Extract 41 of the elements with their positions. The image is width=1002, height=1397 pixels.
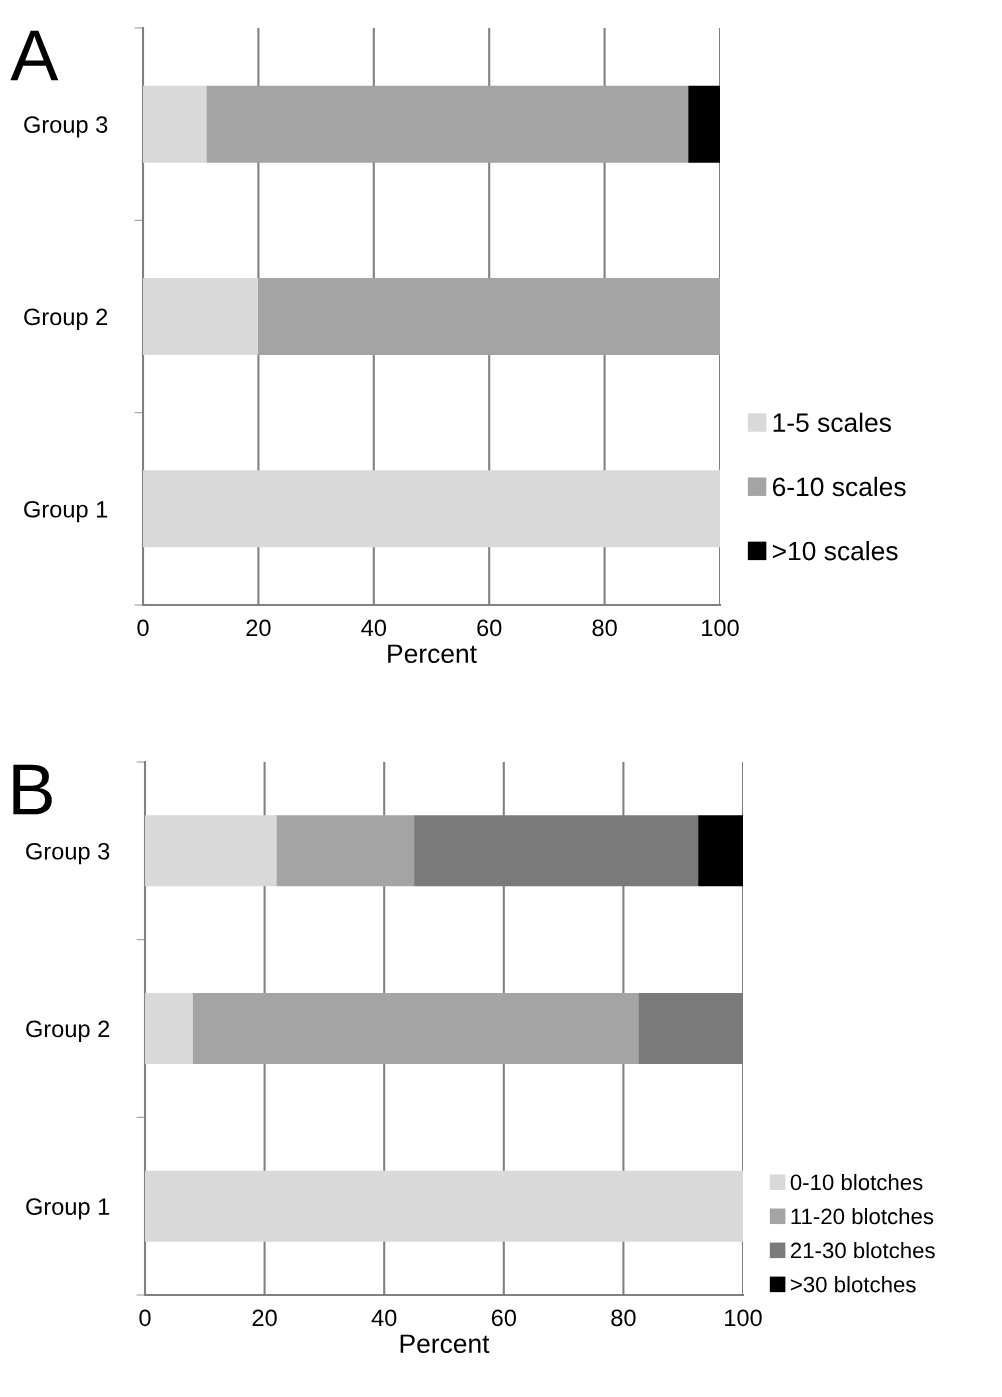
x-axis-title: Percent [388, 644, 477, 664]
y-tick-label: Group 3 [26, 842, 110, 865]
x-tick-label: 80 [592, 619, 617, 637]
legend-label: >30 blotches [790, 1276, 916, 1293]
x-tick-label: 60 [477, 619, 502, 637]
bar [145, 992, 193, 1065]
x-tick-label: 80 [611, 1309, 636, 1327]
bar [206, 85, 689, 163]
bar [258, 278, 720, 355]
legend-label: >10 scales [772, 540, 898, 561]
y-tick-label: Group 2 [26, 1020, 110, 1042]
chart-title: B [13, 764, 52, 815]
x-tick-label: 0 [137, 619, 149, 637]
x-tick-label: 60 [491, 1309, 517, 1327]
x-axis-title: Percent [400, 1334, 490, 1354]
x-tick-label: 20 [252, 1309, 277, 1327]
x-tick-label: 40 [371, 1309, 397, 1327]
chart-title: A [10, 30, 59, 81]
legend-label: 21-30 blotches [790, 1242, 935, 1259]
x-tick-label: 0 [139, 1309, 151, 1327]
bar [688, 85, 720, 163]
bar [143, 278, 259, 355]
x-tick-label: 20 [246, 619, 271, 637]
y-tick-label: Group 3 [24, 116, 108, 138]
y-tick-label: Group 1 [26, 1198, 110, 1220]
x-tick-label: 40 [361, 619, 387, 637]
y-tick-label: Group 2 [24, 308, 108, 330]
x-tick-label: 100 [702, 619, 739, 637]
legend-label: 1-5 scales [773, 412, 891, 433]
bar [143, 85, 207, 163]
bar [145, 815, 277, 887]
bar [276, 815, 415, 887]
y-tick-label: Group 1 [24, 500, 108, 523]
legend-label: 6-10 scales [772, 476, 906, 497]
x-tick-label: 100 [725, 1309, 762, 1327]
bar [192, 992, 639, 1065]
legend-label: 11-20 blotches [791, 1207, 934, 1225]
bar [143, 470, 720, 548]
bar [698, 815, 743, 887]
legend-label: 0-10 blotches [790, 1173, 923, 1191]
bar [145, 1170, 743, 1242]
